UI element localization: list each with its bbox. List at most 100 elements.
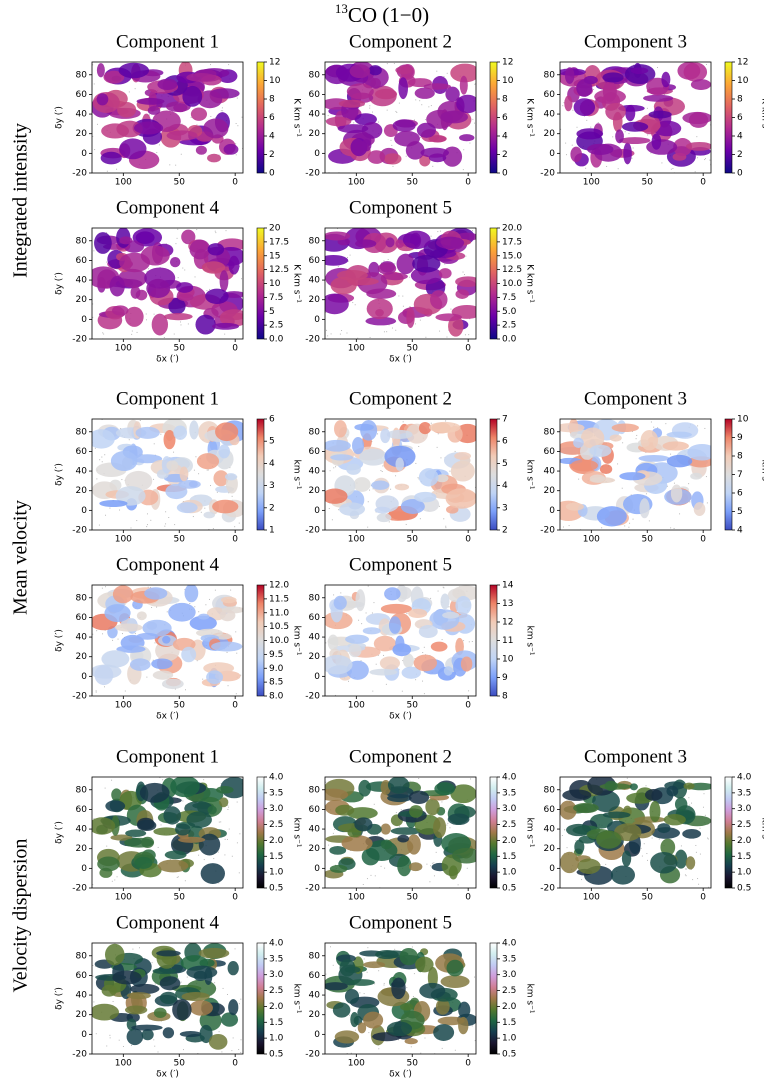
y-tick-label: 80 [309, 593, 321, 603]
y-tick-label: 60 [544, 90, 556, 100]
map-blob [159, 991, 178, 1005]
map-speckle [617, 463, 619, 465]
map-speckle [367, 501, 369, 503]
colorbar-tick-label: 7.5 [269, 293, 283, 303]
map-speckle [432, 165, 434, 167]
map-speckle [240, 1051, 242, 1053]
map-image [560, 777, 711, 888]
map-blob [406, 306, 415, 329]
map-blob [371, 480, 390, 490]
map-blob [452, 847, 476, 864]
map-blob [359, 448, 388, 466]
y-tick-label: 80 [544, 427, 556, 437]
colorbar-label: km s⁻¹ [525, 984, 535, 1014]
y-tick-label: 60 [309, 256, 321, 266]
map-blob [104, 604, 131, 622]
map-blob [186, 72, 216, 82]
map-blob [205, 288, 229, 304]
map-speckle [386, 331, 388, 333]
map-speckle [209, 288, 211, 290]
y-tick-label: 20 [309, 844, 321, 854]
map-speckle [673, 527, 675, 529]
map-blob [566, 823, 591, 837]
map-blob [430, 641, 448, 652]
map-blob [207, 805, 217, 815]
map-speckle [462, 271, 464, 273]
colorbar-tick-label: 10 [502, 655, 514, 665]
map-blob [562, 789, 592, 801]
map-blob [396, 253, 415, 275]
x-axis-label: δx (′) [389, 712, 412, 722]
map-speckle [612, 136, 614, 138]
x-tick-label: 50 [174, 701, 186, 711]
y-axis-label: δy (′) [55, 821, 65, 844]
y-tick-label: 40 [309, 276, 321, 286]
map-blob [129, 658, 151, 671]
map-blob [135, 426, 160, 439]
map-blob [401, 666, 421, 679]
colorbar-tick-label: 2.5 [502, 986, 516, 996]
map-blob [358, 779, 372, 797]
map-blob [199, 1024, 213, 1044]
map-blob [386, 1021, 412, 1037]
map-speckle [184, 880, 186, 882]
map-speckle [328, 508, 330, 510]
map-speckle [436, 70, 438, 72]
y-tick-label: 0 [81, 1030, 87, 1040]
map-blob [161, 678, 184, 690]
map-blob [455, 289, 469, 299]
map-speckle [180, 981, 182, 983]
map-blob [643, 94, 674, 102]
map-blob [346, 463, 361, 475]
map-speckle [190, 116, 192, 118]
x-tick-label: 0 [232, 535, 238, 545]
map-speckle [334, 829, 336, 831]
map-speckle [421, 104, 423, 106]
map-blob [573, 437, 584, 448]
map-speckle [220, 821, 222, 823]
map-blob [325, 116, 352, 127]
y-tick-label: 80 [309, 785, 321, 795]
map-speckle [383, 331, 385, 333]
map-speckle [354, 1029, 356, 1031]
map-speckle [651, 837, 653, 839]
map-blob [610, 865, 636, 885]
map-blob [693, 502, 706, 516]
map-speckle [697, 157, 699, 159]
colorbar-tick-label: 12 [737, 58, 748, 68]
colorbar-label: km s⁻¹ [525, 818, 535, 848]
map-blob [325, 982, 348, 991]
map-blob [346, 83, 374, 100]
map-speckle [470, 778, 472, 780]
map-speckle [325, 312, 327, 314]
map-speckle [402, 295, 404, 297]
map-speckle [405, 523, 407, 525]
panel-title: Component 1 [116, 31, 219, 52]
map-blob [682, 829, 702, 839]
y-tick-label: 80 [76, 593, 88, 603]
title-text: CO (1−0) [348, 3, 429, 27]
map-speckle [371, 612, 373, 614]
y-tick-label: 0 [549, 506, 555, 516]
map-blob [349, 64, 371, 79]
map-speckle [139, 420, 141, 422]
colorbar-tick-label: 12 [502, 618, 513, 628]
map-speckle [697, 425, 699, 427]
map-blob [690, 79, 711, 90]
map-speckle [707, 837, 709, 839]
map-blob [344, 988, 360, 1004]
x-tick-label: 0 [465, 893, 471, 903]
map-speckle [628, 133, 630, 135]
map-speckle [647, 859, 649, 861]
y-axis-label: δy (′) [55, 272, 65, 295]
colorbar-tick-label: 8 [502, 692, 508, 702]
map-blob [325, 231, 351, 241]
map-blob [130, 983, 160, 995]
map-speckle [368, 1032, 370, 1034]
map-speckle [390, 488, 392, 490]
map-speckle [109, 507, 111, 509]
x-tick-label: 100 [115, 535, 132, 545]
map-speckle [414, 658, 416, 660]
map-speckle [670, 453, 672, 455]
map-blob [153, 1007, 167, 1019]
